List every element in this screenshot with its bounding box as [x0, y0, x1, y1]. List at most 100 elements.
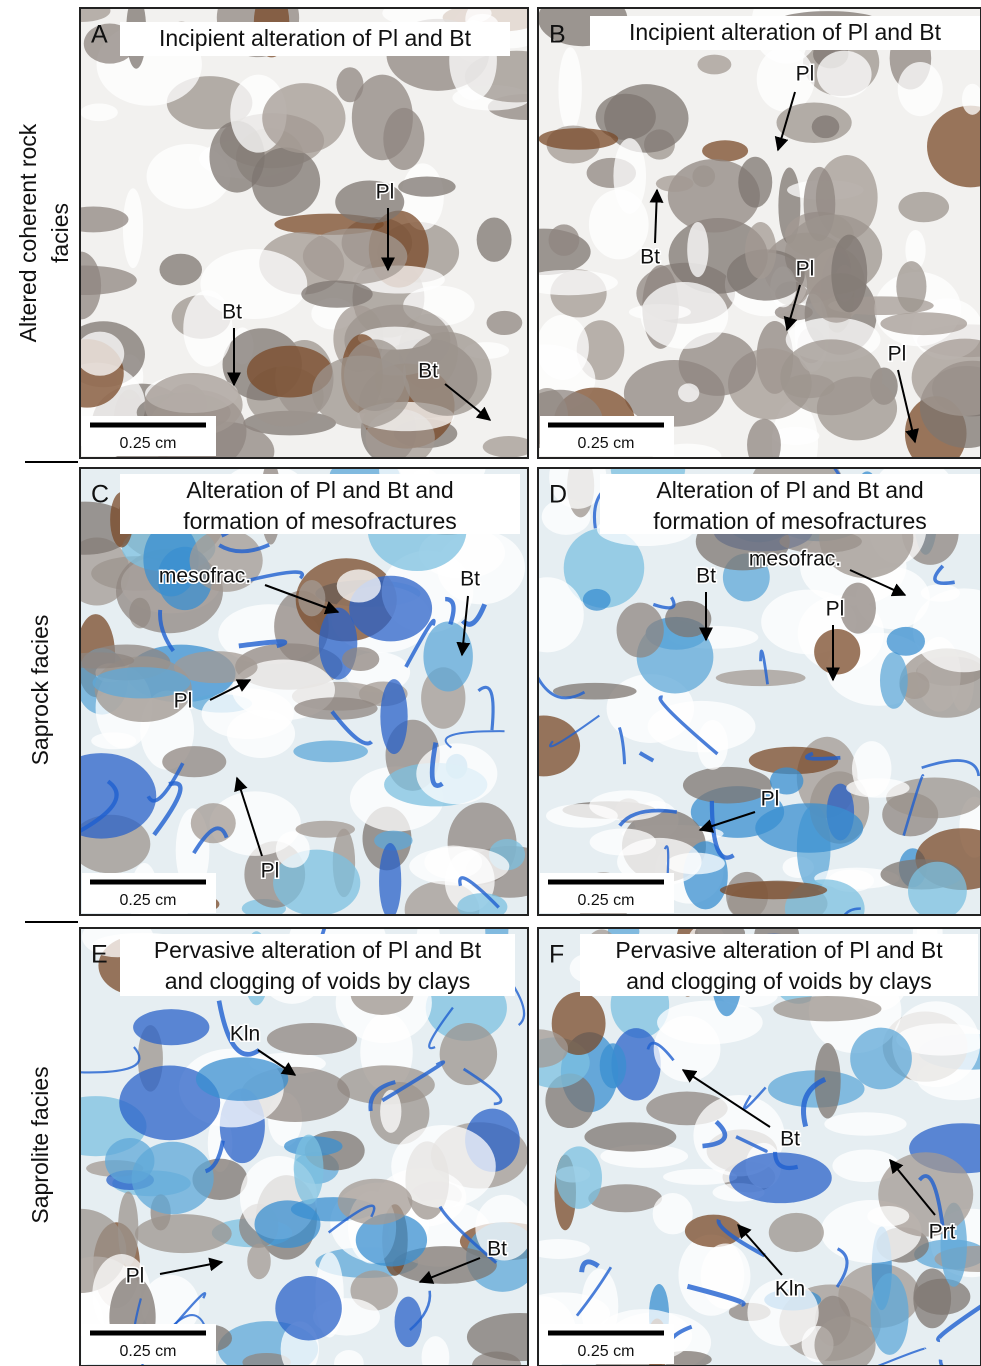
panel-title: formation of mesofractures	[183, 508, 457, 534]
annotation-label: Pl	[761, 788, 780, 811]
mineral-grain	[667, 853, 725, 875]
mineral-grain	[457, 893, 507, 920]
annotation-label: Bt	[640, 246, 660, 269]
scale-label: 0.25 cm	[578, 435, 635, 452]
mineral-grain	[769, 1213, 824, 1252]
scale-label: 0.25 cm	[120, 435, 177, 452]
mineral-grain	[678, 383, 699, 402]
annotation-label: Kln	[775, 1278, 805, 1301]
mineral-grain	[247, 1244, 270, 1280]
mineral-grain	[685, 1215, 742, 1248]
figure: Altered coherent rockfaciesSaprock facie…	[0, 0, 981, 1366]
panel-title: and clogging of voids by clays	[626, 968, 932, 994]
mineral-grain	[898, 62, 943, 116]
mineral-grain	[692, 165, 715, 187]
mineral-grain	[747, 419, 781, 471]
mineral-grain	[423, 622, 472, 692]
mineral-grain	[846, 778, 909, 798]
mineral-grain	[162, 746, 226, 777]
mineral-grain	[697, 55, 731, 75]
mineral-grain	[583, 589, 611, 611]
mineral-grain	[720, 881, 827, 899]
mineral-grain	[527, 1239, 590, 1259]
mineral-grain	[61, 652, 134, 668]
mineral-grain	[293, 741, 368, 763]
panel-title: Incipient alteration of Pl and Bt	[629, 19, 942, 45]
mineral-grain	[519, 270, 618, 295]
mineral-grain	[921, 584, 960, 602]
mineral-grain	[687, 222, 708, 277]
panel-title: Alteration of Pl and Bt and	[656, 477, 923, 503]
scale-label: 0.25 cm	[120, 1343, 177, 1360]
annotation-label: Pl	[376, 181, 395, 204]
annotation-label: Bt	[460, 568, 480, 591]
annotation-label: Bt	[780, 1128, 800, 1151]
panel-letter: B	[549, 21, 566, 49]
panel-title: Pervasive alteration of Pl and Bt	[615, 937, 943, 963]
mineral-grain	[303, 228, 407, 284]
mineral-grain	[867, 1206, 909, 1226]
mineral-grain	[133, 1009, 209, 1045]
micrograph-panel: Alteration of Pl and Bt andformation of …	[507, 438, 981, 938]
annotation-label: Prt	[929, 1221, 956, 1244]
mineral-grain	[871, 1273, 909, 1355]
mineral-grain	[105, 1138, 154, 1184]
mineral-grain	[312, 356, 410, 429]
mineral-grain	[896, 261, 926, 312]
panel-title: Incipient alteration of Pl and Bt	[159, 25, 472, 51]
mineral-grain	[275, 1276, 342, 1340]
mineral-grain	[252, 147, 320, 216]
row-label: facies	[47, 203, 73, 263]
annotation-label: Pl	[261, 860, 280, 883]
annotation-label: Pl	[796, 63, 815, 86]
mineral-grain	[262, 83, 345, 153]
mineral-grain	[556, 1146, 602, 1208]
mineral-grain	[440, 1023, 497, 1085]
mineral-grain	[53, 0, 110, 22]
mineral-grain	[850, 1028, 912, 1090]
annotation-label: Bt	[487, 1238, 507, 1261]
panel-letter: E	[91, 941, 108, 969]
mineral-grain	[276, 831, 310, 868]
mineral-grain	[600, 1043, 627, 1088]
scale-label: 0.25 cm	[578, 892, 635, 909]
mineral-grain	[379, 843, 401, 919]
panel-letter: D	[549, 481, 567, 509]
row-label: Altered coherent rock	[15, 123, 41, 342]
mineral-grain	[584, 1122, 676, 1151]
annotation-label: Pl	[888, 343, 907, 366]
panel-title: Alteration of Pl and Bt and	[186, 477, 453, 503]
mineral-grain	[123, 188, 143, 268]
mineral-grain	[549, 224, 580, 256]
mineral-grain	[191, 803, 236, 843]
micrograph-panel: Incipient alteration of Pl and BtA0.25 c…	[32, 0, 568, 482]
mineral-grain	[337, 569, 381, 602]
scale-label: 0.25 cm	[578, 1343, 635, 1360]
annotation-label: Pl	[796, 258, 815, 281]
mineral-grain	[812, 115, 840, 138]
mineral-grain	[342, 647, 379, 671]
mineral-grain	[91, 732, 136, 749]
micrograph-panel: Pervasive alteration of Pl and Bt and clo…	[508, 900, 981, 1366]
annotation-label: Bt	[222, 301, 242, 324]
row-label: Saprolite facies	[27, 1066, 53, 1223]
mineral-grain	[536, 315, 589, 380]
mineral-grain	[80, 104, 118, 122]
micrograph-panel: Alteration of Pl and Bt and formation of …	[36, 434, 555, 938]
mineral-grain	[697, 720, 728, 770]
mineral-grain	[617, 603, 664, 658]
mineral-grain	[663, 1169, 737, 1185]
annotation-label: Kln	[230, 1023, 260, 1046]
mineral-grain	[824, 1112, 906, 1136]
mineral-grain	[196, 1057, 288, 1101]
mineral-grain	[887, 627, 925, 656]
mineral-grain	[780, 339, 882, 415]
scale-label: 0.25 cm	[120, 892, 177, 909]
mineral-grain	[477, 217, 512, 261]
mineral-grain	[398, 176, 455, 196]
panel-letter: F	[549, 941, 564, 969]
mineral-grain	[558, 47, 581, 132]
annotation-label: Pl	[826, 598, 845, 621]
mineral-grain	[773, 996, 881, 1021]
micrograph-panel: Pervasive alteration of Pl and Btand clo…	[34, 901, 573, 1366]
